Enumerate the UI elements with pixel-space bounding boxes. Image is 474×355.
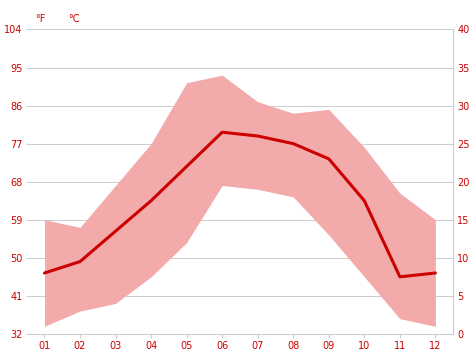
Text: °F: °F — [35, 14, 46, 24]
Text: °C: °C — [68, 14, 79, 24]
